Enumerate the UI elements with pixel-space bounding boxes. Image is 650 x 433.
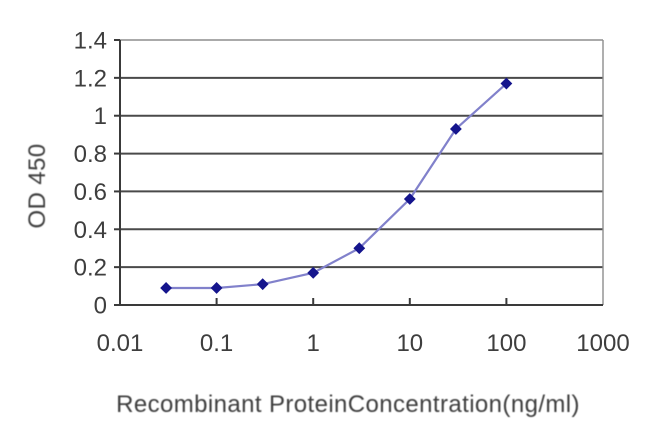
data-point-marker (307, 266, 320, 279)
x-tick-label: 100 (486, 330, 526, 357)
data-point-marker (160, 282, 172, 294)
y-tick-label: 1 (94, 103, 107, 130)
data-point-marker (256, 278, 269, 291)
y-tick-label: 0.2 (74, 255, 107, 282)
y-tick-label: 1.2 (74, 65, 107, 92)
data-point-marker (500, 77, 513, 90)
data-point-marker (353, 242, 366, 255)
y-tick-label: 0.8 (74, 141, 107, 168)
y-tick-label: 1.4 (74, 28, 107, 55)
x-tick-label: 1000 (576, 330, 629, 357)
x-tick-label: 0.1 (200, 330, 233, 357)
y-tick-label: 0.6 (74, 179, 107, 206)
x-axis-title: Recombinant ProteinConcentration(ng/ml) (116, 391, 580, 418)
data-point-marker (449, 123, 462, 135)
y-tick-label: 0 (94, 293, 107, 320)
data-point-marker (403, 193, 416, 205)
y-axis-title: OD 450 (24, 143, 51, 229)
data-series-line (166, 82, 508, 290)
x-tick-label: 0.01 (97, 330, 144, 357)
x-tick-label: 10 (396, 330, 423, 357)
y-tick-label: 0.4 (74, 217, 107, 244)
data-point-marker (210, 282, 223, 294)
x-tick-label: 1 (307, 330, 320, 357)
